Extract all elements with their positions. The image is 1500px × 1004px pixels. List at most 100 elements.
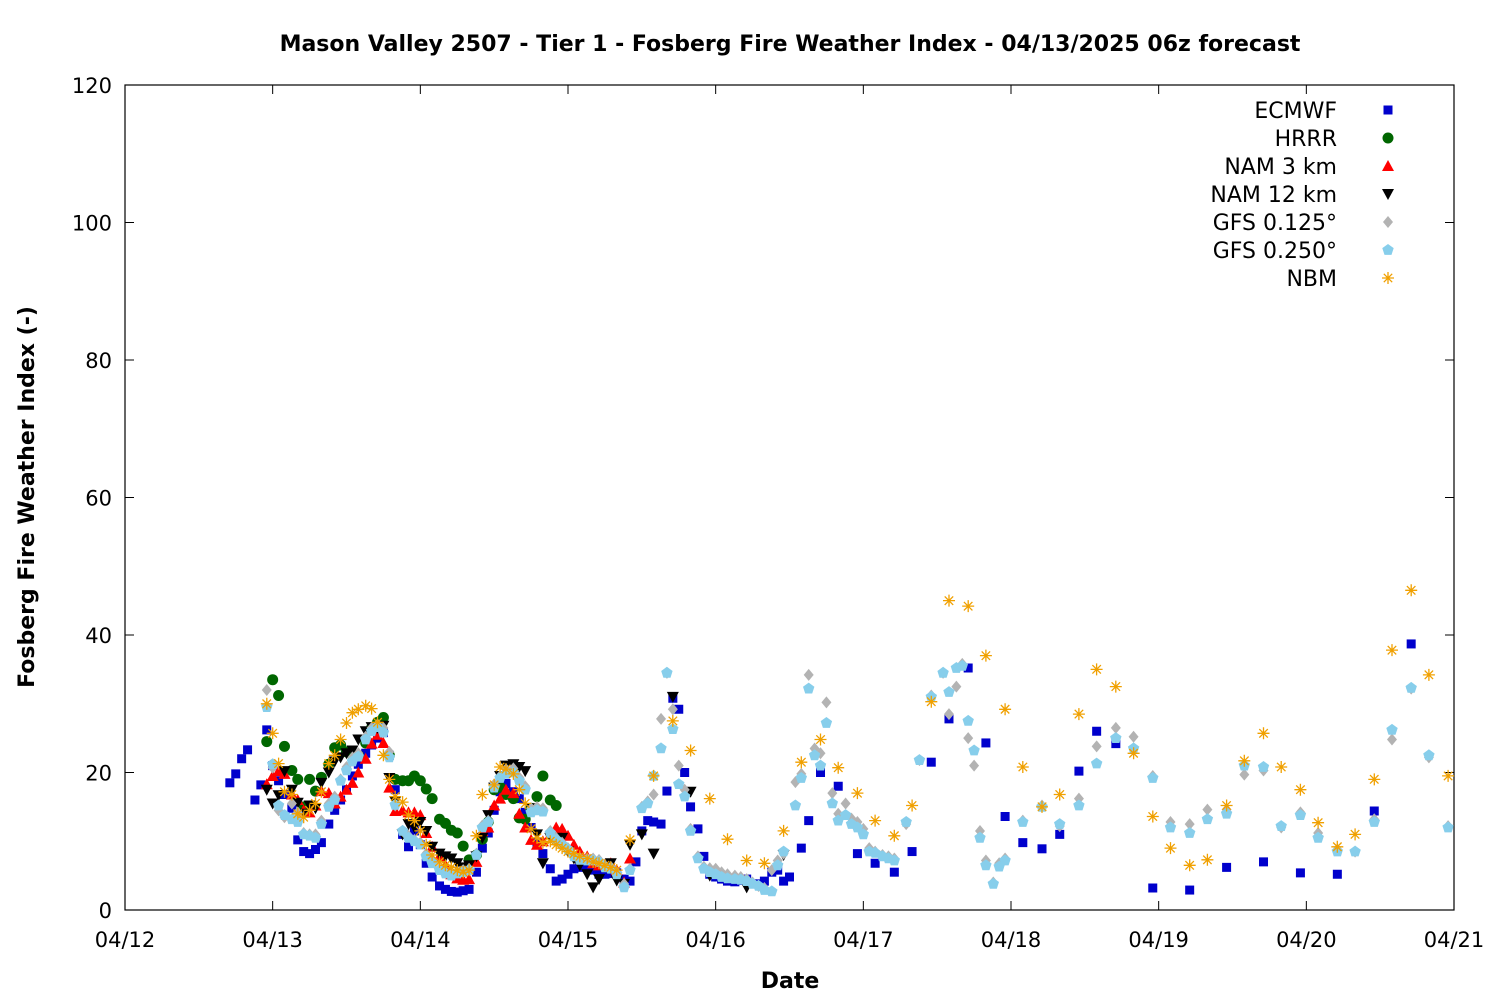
point-nbm: [322, 757, 335, 770]
point-ecmwf: [926, 757, 936, 767]
point-nbm: [1164, 842, 1177, 855]
point-ecmwf: [1369, 806, 1379, 816]
point-gfs-0-125: [821, 696, 832, 709]
point-nam-12-km: [291, 797, 304, 809]
point-nbm: [906, 799, 919, 812]
point-gfs-0-250: [352, 750, 364, 762]
point-ecmwf: [427, 872, 437, 882]
point-nbm: [340, 717, 353, 729]
point-nbm: [1442, 769, 1455, 782]
point-nbm: [740, 854, 753, 867]
point-ecmwf: [907, 847, 917, 857]
point-gfs-0-250: [383, 751, 395, 763]
point-nbm: [1422, 668, 1435, 681]
point-nam-3-km: [488, 799, 501, 811]
point-nam-12-km: [266, 798, 279, 810]
point-ecmwf: [649, 817, 659, 827]
point-nbm: [1183, 859, 1196, 872]
x-tick-label: 04/20: [1276, 928, 1337, 952]
point-ecmwf: [421, 858, 431, 868]
point-nbm: [420, 838, 433, 851]
point-nbm: [666, 714, 679, 727]
point-nbm: [925, 695, 938, 708]
point-gfs-0-125: [943, 708, 954, 721]
legend-marker: [1382, 132, 1394, 144]
point-nbm: [383, 773, 396, 786]
point-nbm: [266, 727, 279, 740]
point-ecmwf: [538, 849, 548, 859]
y-tick-label: 120: [72, 74, 112, 98]
point-ecmwf: [656, 819, 666, 829]
point-ecmwf: [833, 781, 843, 791]
point-nbm: [389, 790, 402, 803]
point-ecmwf: [353, 759, 363, 769]
point-gfs-0-250: [820, 717, 833, 728]
point-hrrr: [273, 690, 285, 701]
point-nam-12-km: [272, 790, 285, 802]
point-gfs-0-250: [900, 816, 912, 827]
point-ecmwf: [514, 794, 524, 804]
point-ecmwf: [699, 851, 709, 861]
point-nbm: [359, 699, 372, 712]
point-gfs-0-250: [1110, 732, 1122, 743]
point-gfs-0-250: [292, 816, 304, 827]
point-ecmwf: [1259, 857, 1269, 867]
y-tick-label: 20: [85, 762, 112, 786]
point-nbm: [869, 814, 882, 827]
point-nam-3-km: [513, 807, 526, 819]
point-nbm: [703, 792, 716, 805]
x-tick-label: 04/12: [95, 928, 156, 952]
point-ecmwf: [1185, 885, 1195, 895]
point-nbm: [408, 814, 421, 827]
point-gfs-0-125: [286, 797, 297, 810]
y-tick-label: 60: [85, 487, 112, 511]
point-gfs-0-250: [987, 877, 999, 889]
point-nbm: [814, 733, 827, 746]
point-nam-12-km: [315, 777, 328, 789]
point-nbm: [525, 822, 538, 835]
point-nam-3-km: [507, 787, 520, 799]
point-nbm: [445, 861, 458, 874]
point-hrrr: [550, 800, 562, 811]
point-gfs-0-250: [1368, 816, 1380, 827]
point-nbm: [426, 849, 439, 861]
point-ecmwf: [256, 780, 266, 790]
point-nbm: [1349, 828, 1362, 841]
point-gfs-0-250: [832, 814, 844, 826]
point-nbm: [291, 807, 304, 820]
x-tick-label: 04/14: [390, 928, 451, 952]
point-nam-12-km: [278, 766, 291, 778]
point-gfs-0-250: [667, 723, 679, 734]
point-gfs-0-250: [470, 849, 483, 860]
point-gfs-0-250: [943, 686, 955, 697]
point-gfs-0-250: [839, 809, 852, 820]
point-nbm: [721, 833, 734, 846]
point-nbm: [507, 767, 520, 780]
point-gfs-0-250: [329, 794, 341, 805]
point-hrrr: [414, 775, 426, 787]
point-nam-3-km: [525, 833, 538, 845]
point-nam-3-km: [340, 783, 353, 795]
point-ecmwf: [1000, 812, 1010, 821]
point-nam-3-km: [499, 783, 512, 795]
point-gfs-0-250: [272, 799, 285, 811]
point-gfs-0-250: [962, 714, 974, 726]
point-nam-12-km: [445, 853, 458, 865]
point-ecmwf: [299, 847, 309, 857]
point-ecmwf: [440, 884, 450, 894]
point-ecmwf: [262, 725, 272, 735]
x-tick-label: 04/13: [242, 928, 303, 952]
point-ecmwf: [625, 876, 635, 886]
point-nbm: [962, 600, 975, 613]
point-nbm: [1331, 840, 1344, 853]
point-hrrr: [377, 712, 389, 723]
chart-title: Mason Valley 2507 - Tier 1 - Fosberg Fir…: [280, 32, 1301, 57]
point-gfs-0-250: [340, 764, 353, 776]
point-nam-3-km: [352, 766, 365, 778]
point-nam-12-km: [581, 869, 594, 881]
point-nbm: [1405, 584, 1418, 597]
series-nbm: [260, 584, 1455, 879]
point-ecmwf: [446, 886, 456, 896]
point-gfs-0-250: [980, 859, 992, 871]
point-ecmwf: [852, 849, 862, 859]
